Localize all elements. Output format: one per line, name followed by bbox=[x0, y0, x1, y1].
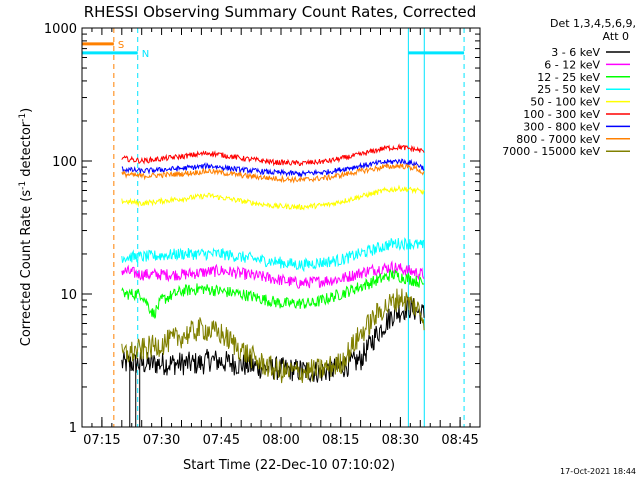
series-trace-1 bbox=[121, 260, 425, 289]
x-tick-label-1: 07:30 bbox=[143, 433, 180, 448]
y-label-part-1: -1 bbox=[18, 181, 28, 190]
x-tick-label-5: 08:30 bbox=[382, 433, 419, 448]
y-label-part-4: ) bbox=[19, 108, 34, 113]
timestamp: 17-Oct-2021 18:44 bbox=[560, 467, 636, 476]
x-tick-label-2: 07:45 bbox=[203, 433, 240, 448]
legend-label-4: 50 - 100 keV bbox=[530, 96, 600, 109]
x-tick-label-4: 08:15 bbox=[322, 433, 359, 448]
y-tick-label-0: 1 bbox=[69, 421, 77, 436]
legend-label-3: 25 - 50 keV bbox=[537, 83, 600, 96]
x-tick-label-0: 07:15 bbox=[83, 433, 120, 448]
series-trace-6 bbox=[121, 158, 425, 178]
flag-label-0: S bbox=[118, 40, 124, 51]
x-tick-label-6: 08:45 bbox=[441, 433, 478, 448]
flag-label-1: N bbox=[142, 49, 149, 60]
y-tick-label-2: 100 bbox=[52, 155, 77, 170]
legend-label-1: 6 - 12 keV bbox=[544, 58, 600, 71]
plot-layer: S N 07:15 07:30 07:45 08:00 08:15 08:30 08:45 1 10… bbox=[44, 22, 630, 448]
legend-label-7: 800 - 7000 keV bbox=[516, 133, 600, 146]
series-trace-5 bbox=[121, 143, 425, 167]
x-axis-label: Start Time (22-Dec-10 07:10:02) bbox=[183, 458, 395, 473]
chart-title: RHESSI Observing Summary Count Rates, Co… bbox=[84, 3, 477, 21]
series-trace-4 bbox=[121, 184, 425, 211]
legend-header-0: Det 1,3,4,5,6,9, bbox=[550, 17, 636, 30]
y-axis-label: Corrected Count Rate (s-1 detector-1) bbox=[18, 108, 34, 346]
legend-label-0: 3 - 6 keV bbox=[551, 46, 600, 59]
series-trace-3 bbox=[121, 237, 425, 273]
series-trace-8 bbox=[121, 288, 425, 384]
legend-label-8: 7000 - 15000 keV bbox=[502, 145, 600, 158]
y-label-part-3: -1 bbox=[18, 113, 28, 122]
legend-label-2: 12 - 25 keV bbox=[537, 71, 600, 84]
y-tick-label-3: 1000 bbox=[44, 22, 77, 37]
legend-header-1: Att 0 bbox=[603, 30, 629, 43]
series-trace-2 bbox=[121, 268, 425, 319]
legend-label-6: 300 - 800 keV bbox=[523, 120, 600, 133]
legend-label-5: 100 - 300 keV bbox=[523, 108, 600, 121]
y-label-part-0: Corrected Count Rate (s bbox=[19, 190, 34, 347]
series-trace-7 bbox=[121, 162, 425, 184]
y-label-part-2: detector bbox=[19, 121, 34, 181]
x-tick-label-3: 08:00 bbox=[262, 433, 299, 448]
series-trace-0 bbox=[121, 296, 425, 383]
y-tick-label-1: 10 bbox=[60, 288, 77, 303]
